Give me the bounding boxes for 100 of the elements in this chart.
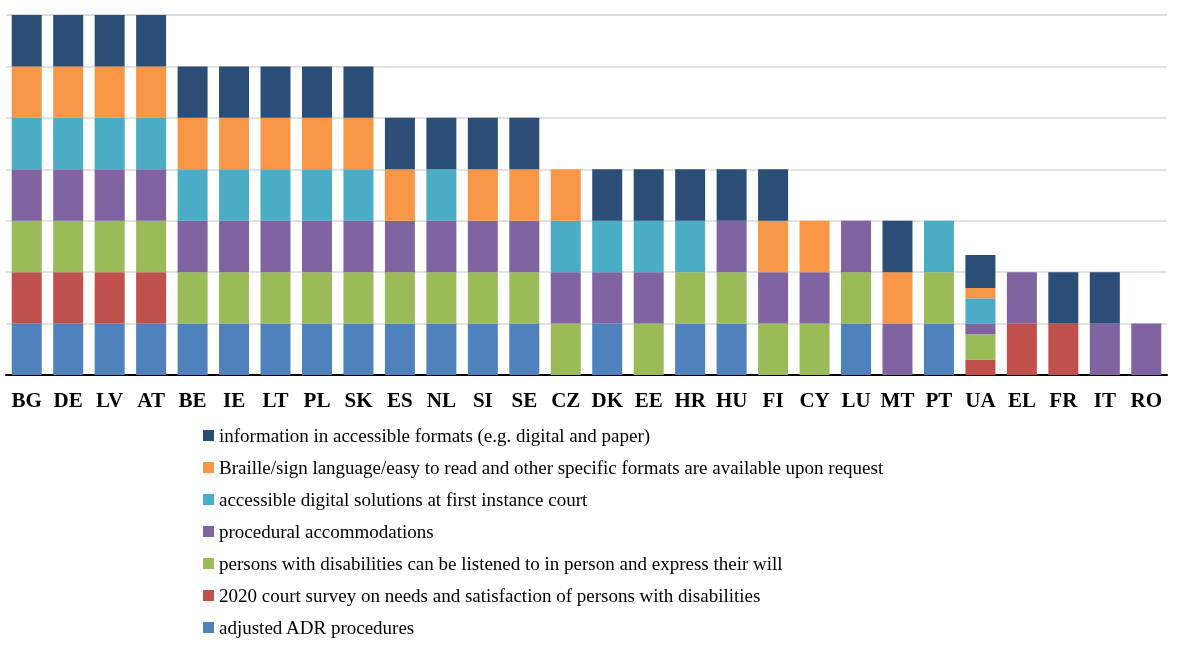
x-tick-label: IE bbox=[222, 387, 246, 412]
bar bbox=[841, 323, 872, 375]
legend-label: persons with disabilities can be listened to in person and express their will bbox=[219, 553, 783, 574]
bar bbox=[136, 272, 167, 324]
bar bbox=[550, 323, 581, 375]
bar bbox=[716, 169, 747, 221]
bar bbox=[219, 220, 250, 273]
bar bbox=[94, 117, 125, 170]
bar bbox=[758, 323, 789, 375]
bar bbox=[343, 117, 374, 170]
bar bbox=[882, 323, 913, 375]
x-tick-label: SK bbox=[344, 387, 374, 412]
bar bbox=[716, 323, 747, 375]
bar bbox=[94, 15, 125, 67]
bar bbox=[799, 272, 830, 324]
bar bbox=[550, 169, 581, 221]
bar bbox=[301, 117, 332, 170]
legend-label: adjusted ADR procedures bbox=[219, 617, 415, 638]
bar bbox=[219, 272, 250, 324]
bar bbox=[219, 117, 250, 170]
bar bbox=[426, 220, 457, 273]
bar bbox=[301, 323, 332, 375]
bar bbox=[260, 117, 291, 170]
bar bbox=[53, 169, 84, 221]
bar bbox=[1089, 272, 1120, 324]
bar bbox=[384, 323, 415, 375]
bar bbox=[965, 334, 996, 360]
bar bbox=[301, 66, 332, 118]
bar bbox=[177, 323, 208, 375]
bar bbox=[633, 323, 664, 375]
bar bbox=[11, 220, 42, 273]
bar bbox=[301, 220, 332, 273]
bar bbox=[11, 323, 42, 375]
legend-label: information in accessible formats (e.g. digital and paper) bbox=[219, 425, 651, 447]
bar bbox=[675, 220, 706, 273]
x-tick-label: CY bbox=[799, 387, 830, 412]
x-tick-label: FI bbox=[762, 387, 784, 412]
bar bbox=[177, 169, 208, 221]
x-tick-label: CZ bbox=[551, 387, 581, 412]
bar bbox=[633, 220, 664, 273]
bar bbox=[136, 169, 167, 221]
bar bbox=[384, 220, 415, 273]
bar bbox=[219, 66, 250, 118]
bar bbox=[260, 169, 291, 221]
bar bbox=[11, 66, 42, 118]
x-tick-label: IT bbox=[1093, 387, 1116, 412]
bar bbox=[260, 66, 291, 118]
bar bbox=[11, 272, 42, 324]
bar bbox=[467, 220, 498, 273]
bar bbox=[426, 272, 457, 324]
bar bbox=[94, 272, 125, 324]
x-tick-label: ES bbox=[387, 387, 413, 412]
x-tick-label: NL bbox=[426, 387, 456, 412]
bar bbox=[1131, 323, 1162, 375]
bar bbox=[136, 220, 167, 273]
bar bbox=[509, 220, 540, 273]
bar bbox=[467, 272, 498, 324]
bar bbox=[467, 323, 498, 375]
bar bbox=[177, 272, 208, 324]
bar bbox=[758, 272, 789, 324]
bar bbox=[136, 66, 167, 118]
bar bbox=[965, 255, 996, 288]
x-tick-label: AT bbox=[137, 387, 165, 412]
bar bbox=[301, 169, 332, 221]
bar bbox=[219, 323, 250, 375]
bar bbox=[11, 15, 42, 67]
x-tick-label: EL bbox=[1007, 387, 1036, 412]
legend-label: procedural accommodations bbox=[219, 521, 434, 542]
x-tick-label: MT bbox=[880, 387, 915, 412]
bar bbox=[633, 272, 664, 324]
bar bbox=[177, 66, 208, 118]
legend-label: 2020 court survey on needs and satisfaction of persons with disabilities bbox=[219, 585, 761, 606]
bar bbox=[467, 117, 498, 170]
legend-label: accessible digital solutions at first instance court bbox=[219, 489, 589, 510]
x-tick-label: PL bbox=[303, 387, 331, 412]
bar bbox=[53, 220, 84, 273]
x-tick-label: DK bbox=[591, 387, 624, 412]
bar bbox=[1006, 323, 1037, 375]
bar bbox=[1048, 323, 1079, 375]
bar bbox=[509, 323, 540, 375]
x-tick-label: BE bbox=[178, 387, 207, 412]
bar bbox=[343, 220, 374, 273]
bar bbox=[53, 323, 84, 375]
bar bbox=[799, 220, 830, 273]
x-tick-label: LV bbox=[96, 387, 124, 412]
x-tick-label: FR bbox=[1049, 387, 1079, 412]
bar bbox=[882, 220, 913, 273]
bar bbox=[343, 169, 374, 221]
x-tick-label: SE bbox=[511, 387, 538, 412]
bar bbox=[550, 272, 581, 324]
x-tick-label: LT bbox=[262, 387, 289, 412]
bar bbox=[592, 272, 623, 324]
bar bbox=[923, 323, 954, 375]
bar bbox=[219, 169, 250, 221]
bar bbox=[426, 117, 457, 170]
x-tick-label: SI bbox=[472, 387, 493, 412]
bar bbox=[53, 66, 84, 118]
bar bbox=[716, 272, 747, 324]
bar bbox=[841, 220, 872, 273]
x-tick-label: LU bbox=[841, 387, 871, 412]
